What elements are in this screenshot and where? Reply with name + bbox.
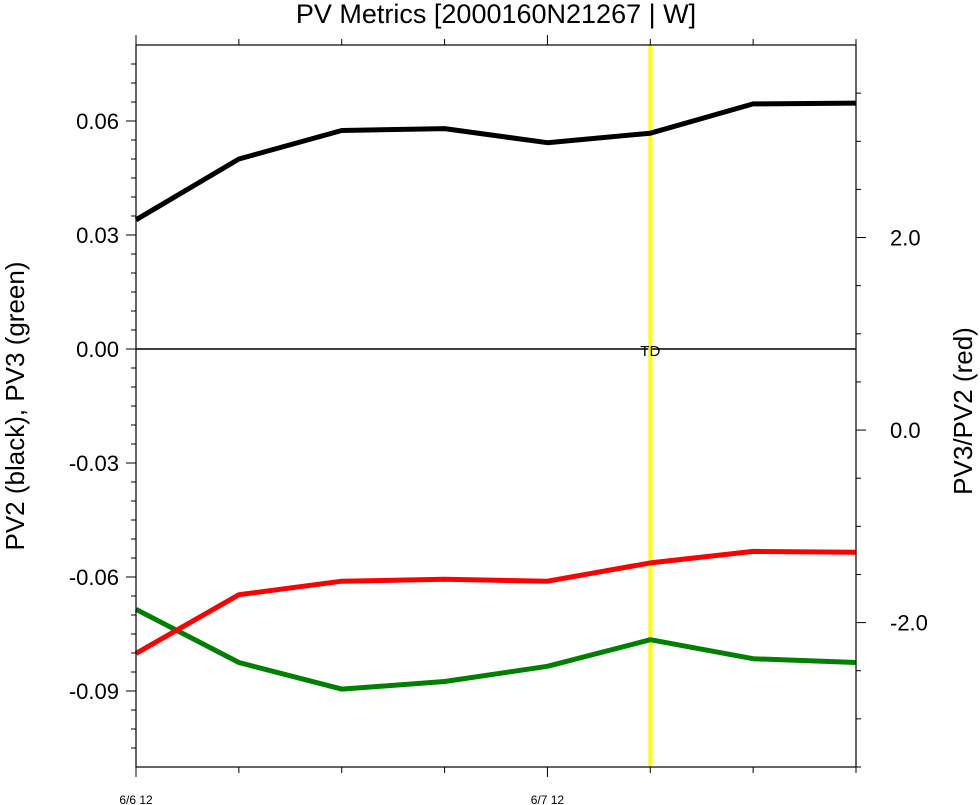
y-left-tick-label: 0.03 [76, 223, 119, 248]
y-right-tick-label: 2.0 [890, 226, 921, 251]
pv2-series-line [134, 100, 857, 222]
y-axis-right-title: PV3/PV2 (red) [948, 327, 978, 495]
y-right-tick-label: 0.0 [890, 418, 921, 443]
plot-frame [135, 44, 857, 768]
pv3-series-line [134, 607, 857, 692]
y-right-tick-label: -2.0 [890, 611, 928, 636]
x-tick-label: 6/7 12 [531, 793, 565, 805]
x-tick-label: 6/6 12 [119, 793, 153, 805]
y-axis-left-title: PV2 (black), PV3 (green) [0, 261, 30, 550]
td-marker-label: TD [640, 343, 660, 360]
pv3-pv2-ratio-series-line [134, 548, 857, 656]
y-left-tick-label: -0.03 [69, 451, 119, 476]
y-left-tick-label: -0.09 [69, 679, 119, 704]
chart-title: PV Metrics [2000160N21267 | W] [296, 0, 696, 29]
plot-area: 0.06 0.03 0.00 -0.03 -0.06 -0.09 2.0 0.0 -2.0 6/6… [69, 35, 928, 805]
y-left-tick-label: -0.06 [69, 565, 119, 590]
y-left-tick-label: 0.00 [76, 337, 119, 362]
y-left-tick-label: 0.06 [76, 109, 119, 134]
